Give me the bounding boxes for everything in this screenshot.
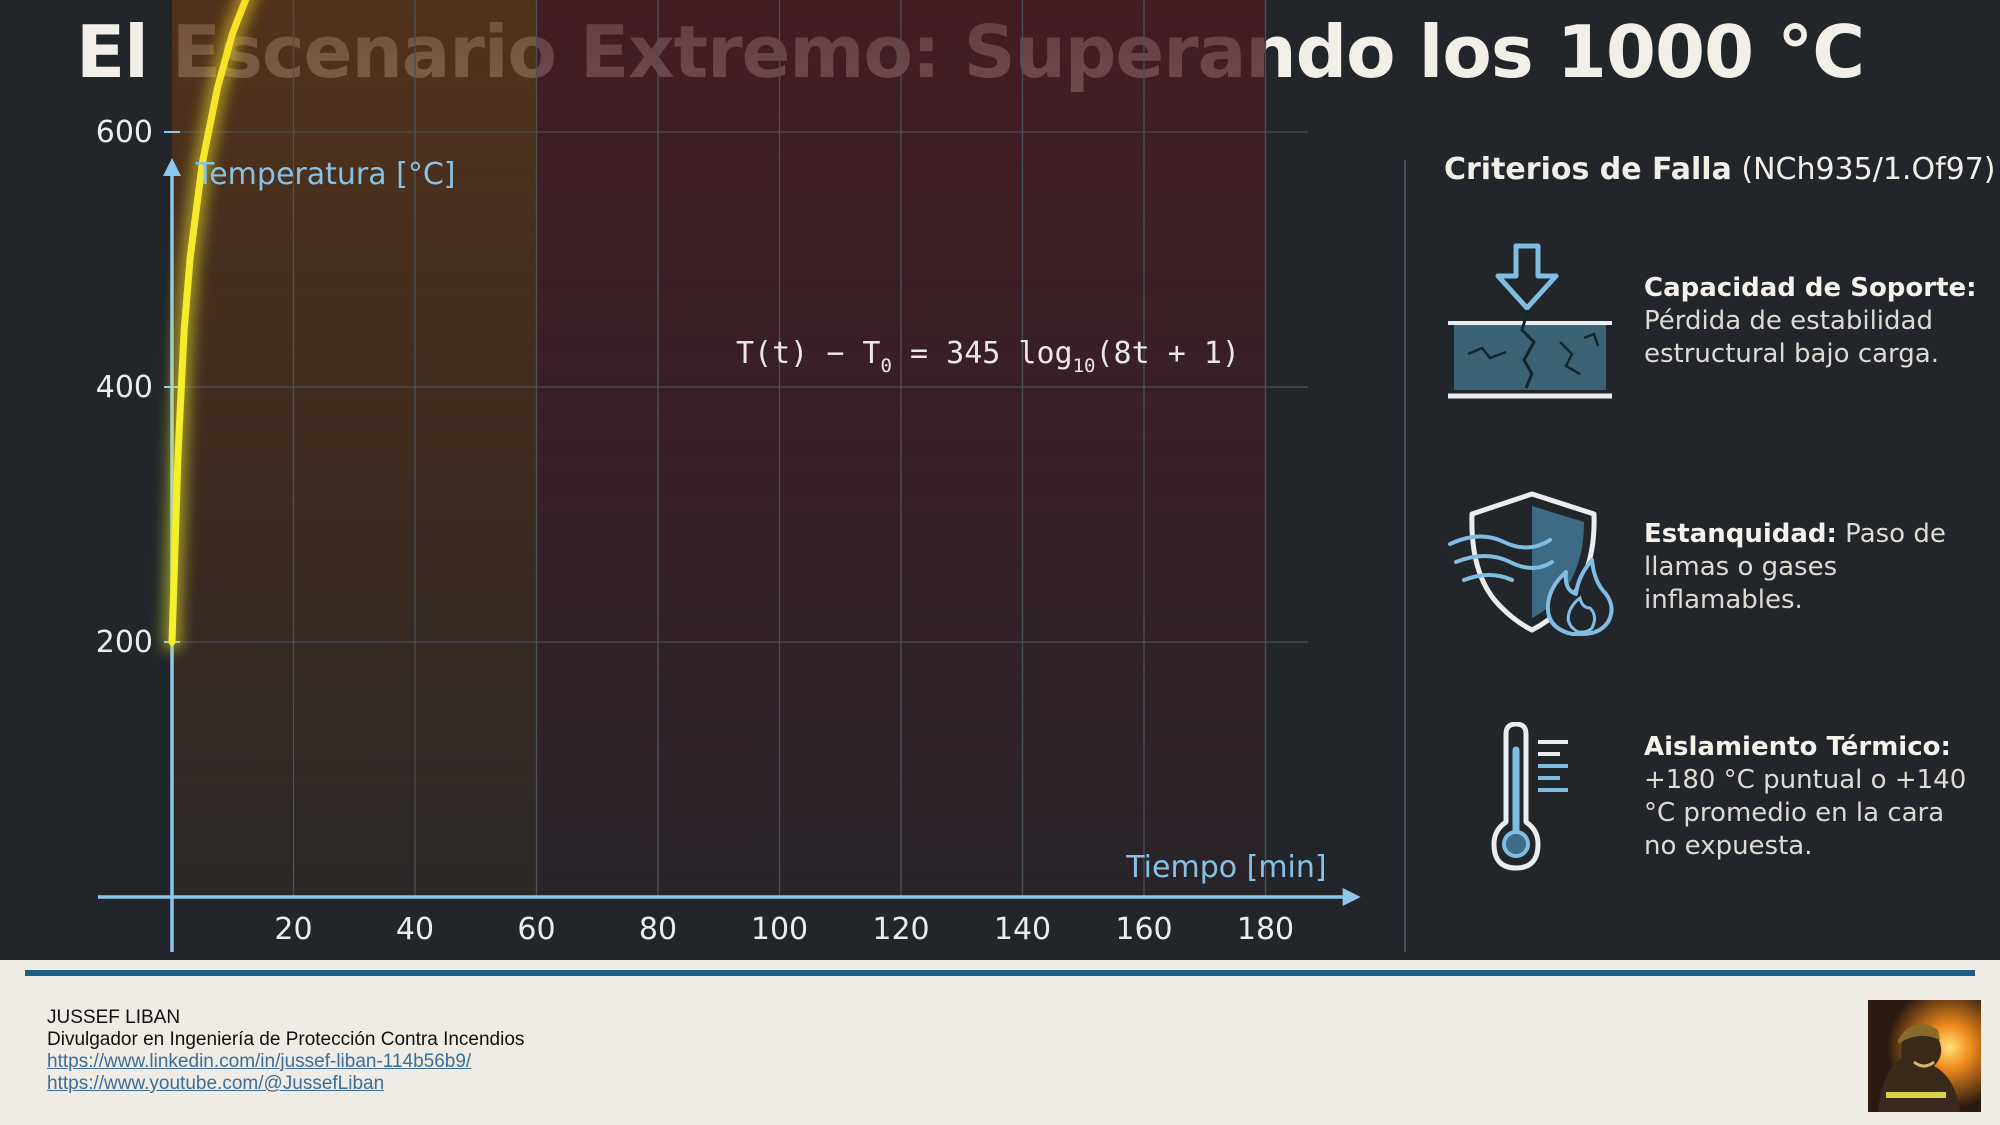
slide: El Escenario Extremo: Superando los 1000… [0,0,2000,960]
y-axis-arrow [163,158,181,176]
x-tick-label: 60 [517,912,555,947]
fire-curve-line [168,0,250,646]
cracked-slab-arrow-icon [1448,243,1612,399]
shield-wind-flame-icon [1448,491,1614,636]
x-axis-title: Tiempo [min] [1125,850,1326,885]
y-axis-title: Temperatura [°C] [195,157,456,192]
x-tick-label: 160 [1115,912,1172,947]
thermometer-icon [1491,722,1568,871]
footer-rule [25,970,1975,976]
y-tick-label: 400 [96,370,153,405]
firefighter-photo [1868,1000,1981,1112]
x-axis-arrow [1342,888,1361,906]
criterion-insulation: Aislamiento Térmico: +180 °C puntual o +… [1644,732,1967,861]
x-tick-label: 40 [396,912,434,947]
x-tick-label: 100 [751,912,808,947]
x-tick-label: 180 [1237,912,1294,947]
youtube-link[interactable]: https://www.youtube.com/@JussefLiban [47,1073,385,1094]
x-tick-label: 20 [274,912,312,947]
y-tick-label: 200 [96,625,153,660]
author-footer: JUSSEF LIBAN Divulgador en Ingeniería de… [47,1007,524,1095]
section-divider [1404,160,1406,952]
fire-curve-formula: T(t) − T0 = 345 log10(8t + 1) [736,336,1240,377]
linkedin-link[interactable]: https://www.linkedin.com/in/jussef-liban… [47,1051,472,1072]
criterion-integrity: Estanquidad: Paso de llamas o gases infl… [1644,519,1946,615]
criteria-heading: Criterios de Falla (NCh935/1.Of97) [1444,152,1996,187]
criterion-load-bearing: Capacidad de Soporte: Pérdida de estabil… [1644,273,1977,369]
fire-curve-chart: 204060801001201401601802004006008001000 … [96,0,1361,952]
y-tick-label: 600 [96,115,153,150]
early-phase-region [172,0,537,897]
author-name: JUSSEF LIBAN [47,1007,181,1028]
author-role: Divulgador en Ingeniería de Protección C… [47,1029,525,1050]
x-tick-label: 80 [639,912,677,947]
x-tick-label: 140 [994,912,1051,947]
x-tick-label: 120 [872,912,929,947]
